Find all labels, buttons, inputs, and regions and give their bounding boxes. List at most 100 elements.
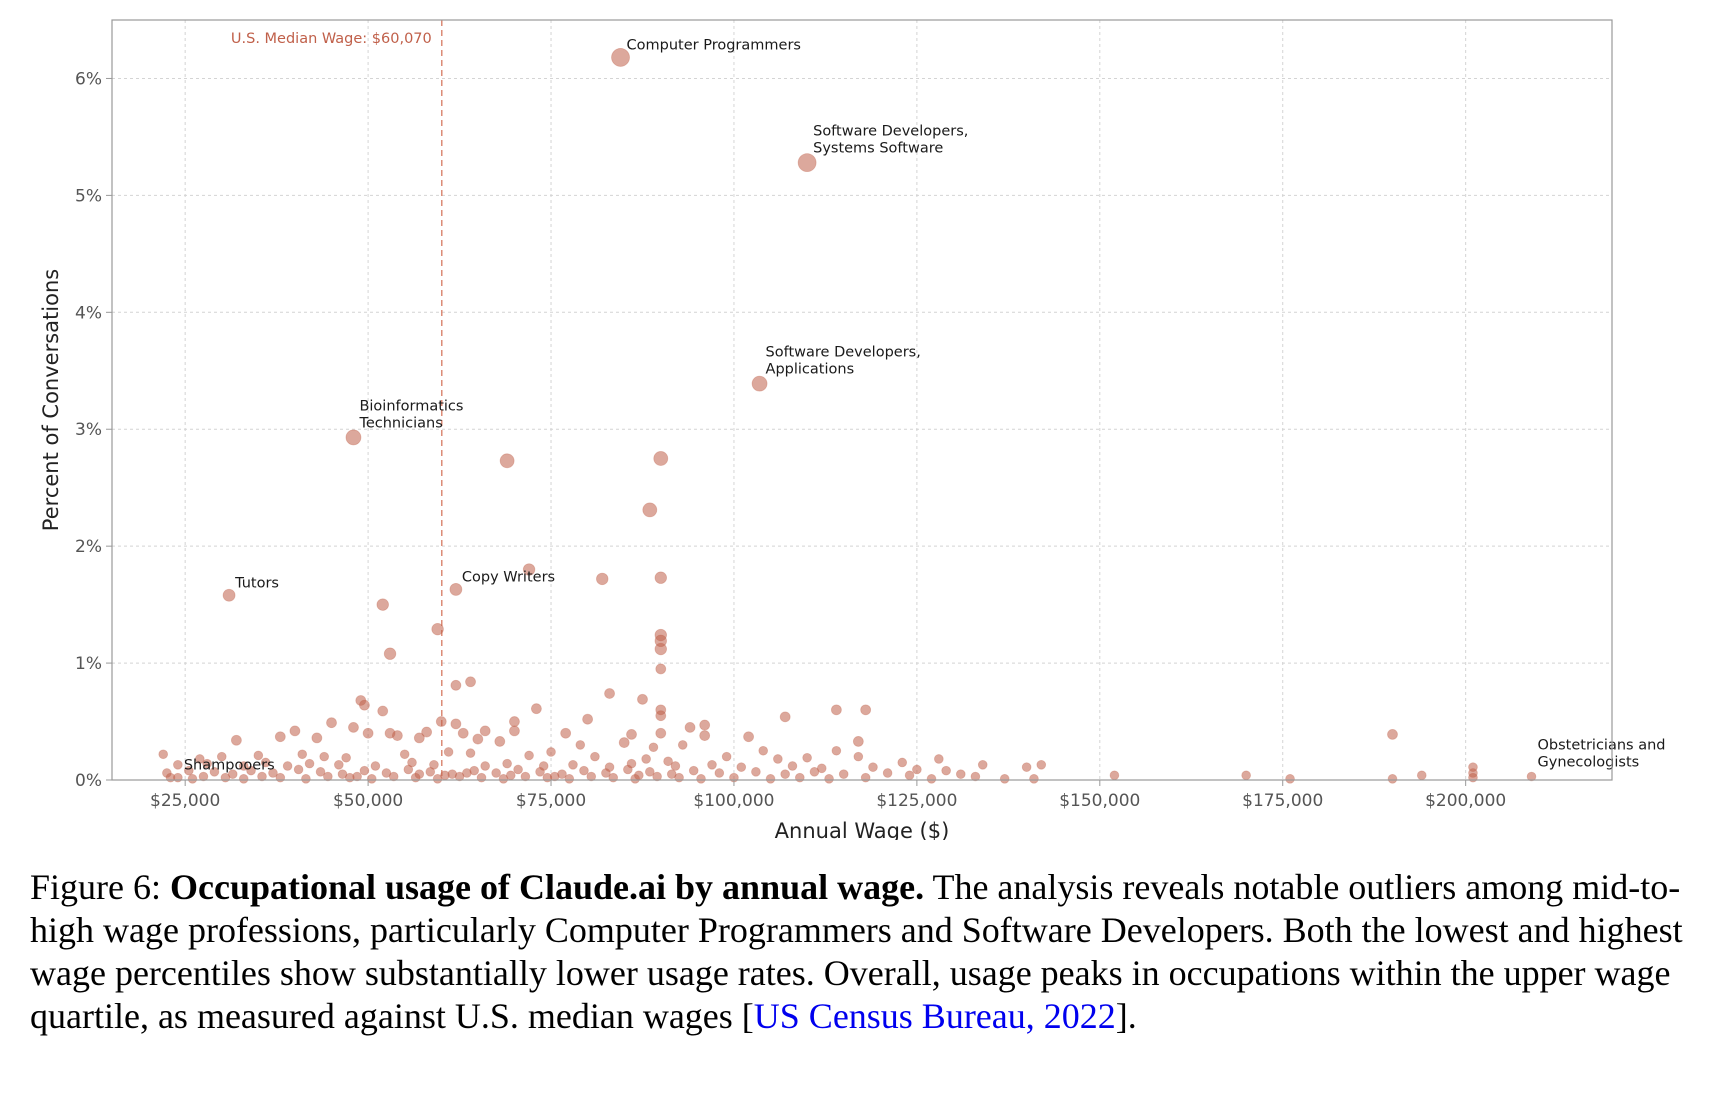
data-point	[575, 740, 586, 750]
labeled-data-point	[222, 588, 236, 602]
data-point	[809, 767, 820, 777]
data-point	[238, 774, 249, 784]
data-point	[184, 765, 194, 776]
data-point	[187, 774, 198, 784]
data-point	[1021, 762, 1032, 772]
data-point	[1468, 772, 1478, 783]
data-point	[714, 768, 725, 778]
data-point	[198, 771, 209, 782]
x-tick-label: $200,000	[1425, 791, 1506, 811]
data-point	[736, 762, 747, 772]
data-point	[505, 770, 516, 781]
data-point	[779, 711, 791, 723]
data-point	[684, 721, 696, 733]
data-point	[586, 771, 597, 782]
data-point	[403, 764, 414, 775]
data-point	[246, 765, 256, 776]
data-point	[326, 717, 337, 729]
data-point	[216, 751, 227, 762]
y-axis-title: Percent of Conversations	[39, 269, 63, 531]
data-point	[634, 770, 644, 781]
data-point	[1109, 770, 1120, 781]
data-point	[282, 761, 293, 771]
data-point	[564, 774, 575, 784]
data-point	[509, 725, 520, 737]
point-label: Bioinformatics	[359, 398, 463, 414]
data-point	[173, 759, 183, 770]
figure-caption: Figure 6: Occupational usage of Claude.a…	[30, 866, 1720, 1038]
data-point	[1241, 770, 1251, 781]
data-point	[838, 769, 849, 779]
data-point	[293, 764, 304, 775]
data-point	[341, 752, 351, 763]
data-point	[315, 767, 326, 777]
data-point	[912, 764, 922, 775]
data-point	[443, 747, 454, 757]
citation-link[interactable]: US Census Bureau, 2022	[753, 996, 1116, 1036]
data-point	[897, 757, 908, 768]
data-point	[860, 704, 872, 716]
point-label: Applications	[766, 362, 855, 378]
data-point	[699, 719, 711, 731]
x-tick-label: $100,000	[693, 791, 774, 811]
data-point	[934, 754, 944, 764]
data-point	[1416, 770, 1427, 781]
data-point	[301, 774, 311, 784]
data-point	[787, 761, 798, 771]
data-point	[260, 757, 271, 768]
point-label: Copy Writers	[462, 569, 555, 585]
data-point	[653, 451, 669, 466]
data-point	[751, 767, 761, 777]
data-point	[904, 770, 915, 781]
data-point	[407, 757, 417, 768]
data-point	[352, 771, 362, 782]
data-point	[926, 774, 937, 784]
data-point	[348, 721, 359, 733]
data-point	[1036, 759, 1047, 770]
data-point	[601, 768, 611, 778]
data-point	[637, 693, 648, 705]
data-point	[381, 768, 392, 778]
data-point	[524, 750, 534, 761]
data-point	[758, 745, 769, 756]
data-point	[674, 772, 684, 783]
data-point	[268, 768, 278, 778]
data-point	[275, 772, 286, 783]
y-tick-label: 2%	[75, 537, 102, 557]
data-point	[435, 716, 447, 727]
data-point	[780, 769, 790, 779]
data-point	[549, 771, 560, 782]
data-point	[220, 772, 231, 783]
data-point	[816, 763, 827, 774]
data-point	[666, 769, 677, 779]
caption-suffix: ].	[1115, 996, 1137, 1036]
data-point	[652, 771, 662, 782]
data-point	[323, 771, 333, 782]
data-point	[522, 563, 536, 576]
x-axis-title: Annual Wage ($)	[775, 819, 950, 840]
data-point	[494, 736, 506, 747]
data-point	[158, 749, 169, 760]
point-label: Computer Programmers	[627, 37, 801, 53]
data-point	[362, 727, 374, 739]
y-tick-label: 3%	[75, 420, 102, 440]
data-point	[655, 663, 667, 675]
data-point	[253, 750, 264, 761]
data-point	[699, 730, 711, 741]
data-point	[209, 767, 220, 777]
y-tick-label: 1%	[75, 654, 102, 674]
data-point	[852, 736, 864, 747]
data-point	[297, 749, 308, 760]
data-point	[202, 758, 212, 769]
axes: $25,000 $50,000 $75,000 $100,000 $125,000 $15…	[39, 19, 1613, 840]
data-point	[465, 748, 476, 758]
data-point	[450, 718, 462, 730]
y-tick-label: 5%	[75, 186, 102, 206]
data-point	[230, 734, 242, 746]
data-point	[257, 771, 267, 782]
data-point	[359, 699, 370, 711]
x-tick-label: $50,000	[333, 791, 403, 811]
data-point	[334, 759, 344, 770]
data-point	[413, 732, 425, 744]
point-annotations: Computer Programmers Software Developers,…	[184, 37, 1666, 773]
